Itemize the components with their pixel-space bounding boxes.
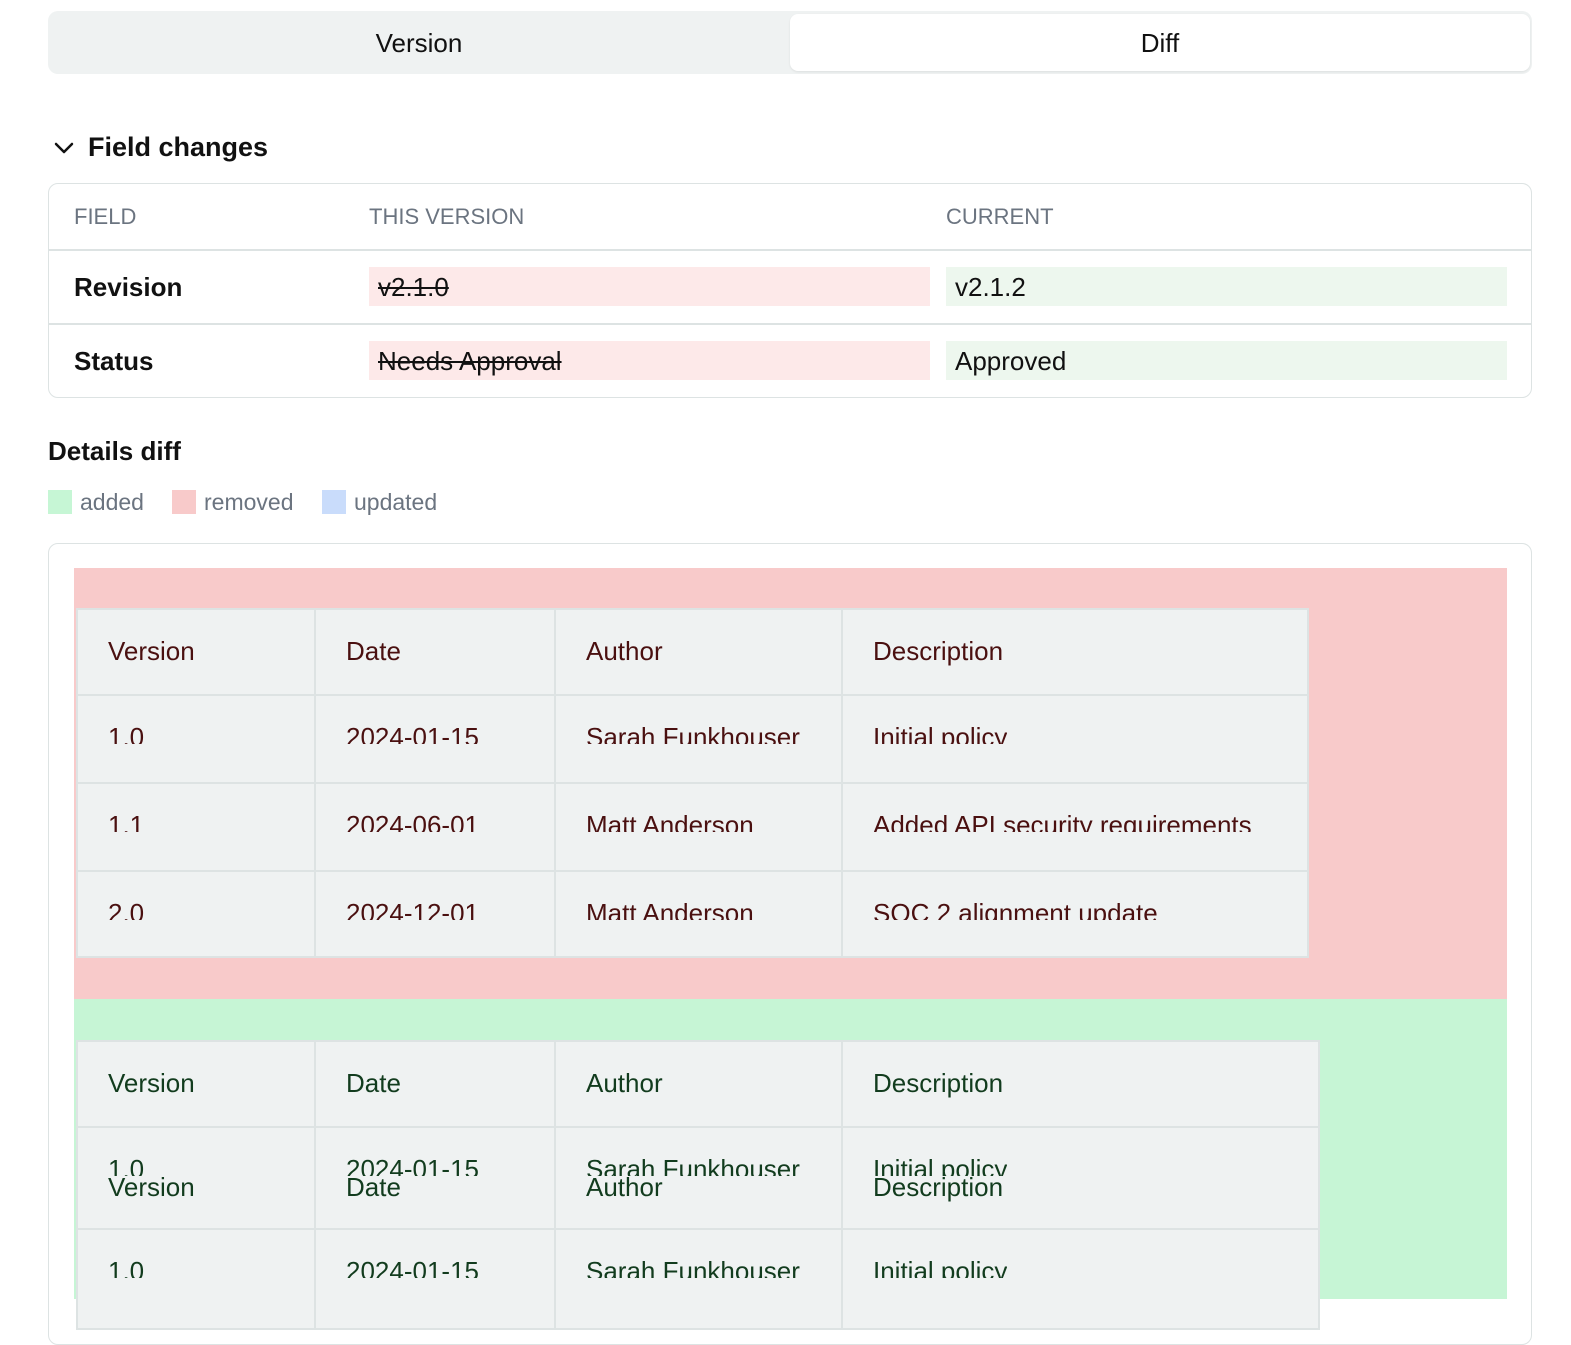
old-value: Needs Approval bbox=[378, 346, 562, 376]
legend-swatch bbox=[322, 490, 346, 514]
table-header-cell: Version bbox=[108, 1172, 195, 1202]
section-title: Details diff bbox=[48, 436, 181, 466]
column-divider bbox=[554, 1040, 556, 1330]
table-cell: Sarah Funkhouser bbox=[586, 1258, 800, 1278]
table-cell: Matt Anderson bbox=[586, 812, 754, 832]
field-table bbox=[48, 183, 1532, 398]
table-header-cell: Author bbox=[586, 1172, 663, 1202]
table-cell: Sarah Funkhouser bbox=[586, 1156, 800, 1176]
table-header-cell: Date bbox=[346, 1172, 401, 1202]
table-header-cell: Date bbox=[346, 638, 401, 666]
table-cell: 1.0 bbox=[108, 1258, 145, 1278]
tab[interactable]: Diff bbox=[1140, 28, 1180, 58]
table-header-cell: Description bbox=[873, 1070, 1004, 1098]
table-header-cell: Version bbox=[108, 1070, 195, 1098]
column-header: FIELD bbox=[74, 204, 137, 229]
column-divider bbox=[841, 1040, 843, 1330]
table-header-cell: Version bbox=[108, 638, 195, 666]
old-value: v2.1.0 bbox=[378, 272, 449, 302]
tab-active-bg bbox=[790, 14, 1530, 71]
legend-label: added bbox=[80, 489, 144, 515]
table-cell: 1.0 bbox=[108, 724, 145, 744]
column-divider bbox=[314, 1040, 316, 1330]
row-divider bbox=[76, 1228, 1320, 1230]
table-cell: SOC 2 alignment update bbox=[873, 900, 1158, 920]
table-cell: 2024-01-15 bbox=[346, 1156, 479, 1176]
tab[interactable]: Version bbox=[375, 28, 463, 58]
table-cell: 2024-01-15 bbox=[346, 724, 479, 744]
new-value: Approved bbox=[955, 346, 1067, 376]
table-header-cell: Author bbox=[586, 1070, 663, 1098]
row-divider bbox=[76, 1126, 1320, 1128]
added-highlight bbox=[946, 267, 1507, 306]
column-header: THIS VERSION bbox=[369, 204, 525, 229]
table-cell: Initial policy bbox=[873, 724, 1008, 744]
legend-swatch bbox=[48, 490, 72, 514]
table-cell: 1.1 bbox=[108, 812, 145, 832]
removed-highlight bbox=[369, 267, 930, 306]
added-highlight bbox=[946, 341, 1507, 380]
table-cell: 2.0 bbox=[108, 900, 145, 920]
section-title[interactable]: Field changes bbox=[88, 132, 269, 162]
table-cell: Initial policy bbox=[873, 1258, 1008, 1278]
table-cell: Added API security requirements bbox=[873, 812, 1252, 832]
page: Version Diff Field changes Details diff … bbox=[48, 11, 1532, 1345]
row-divider bbox=[49, 323, 1531, 325]
table-cell: Matt Anderson bbox=[586, 900, 754, 920]
row-divider bbox=[49, 249, 1531, 251]
table bbox=[76, 1040, 1320, 1330]
legend-swatch bbox=[172, 490, 196, 514]
table-cell: 2024-06-01 bbox=[346, 812, 479, 832]
field-name: Revision bbox=[74, 272, 183, 302]
column-header: CURRENT bbox=[946, 204, 1054, 229]
field-name: Status bbox=[74, 346, 154, 376]
row-divider bbox=[76, 694, 1309, 696]
table-cell: 2024-12-01 bbox=[346, 900, 479, 920]
table-header-cell: Author bbox=[586, 638, 663, 666]
table-header-cell: Date bbox=[346, 1070, 401, 1098]
removed-highlight bbox=[369, 341, 930, 380]
new-value: v2.1.2 bbox=[955, 272, 1026, 302]
collapse-chevron[interactable] bbox=[52, 136, 76, 160]
table-cell: 2024-01-15 bbox=[346, 1258, 479, 1278]
legend-label: removed bbox=[204, 489, 294, 515]
table-header-cell: Description bbox=[873, 638, 1004, 666]
row-divider bbox=[76, 782, 1309, 784]
table-cell: 1.0 bbox=[108, 1156, 145, 1176]
table-cell: Initial policy bbox=[873, 1156, 1008, 1176]
table-cell: Sarah Funkhouser bbox=[586, 724, 800, 744]
legend-label: updated bbox=[354, 489, 438, 515]
table-header-cell: Description bbox=[873, 1172, 1004, 1202]
row-divider bbox=[76, 870, 1309, 872]
